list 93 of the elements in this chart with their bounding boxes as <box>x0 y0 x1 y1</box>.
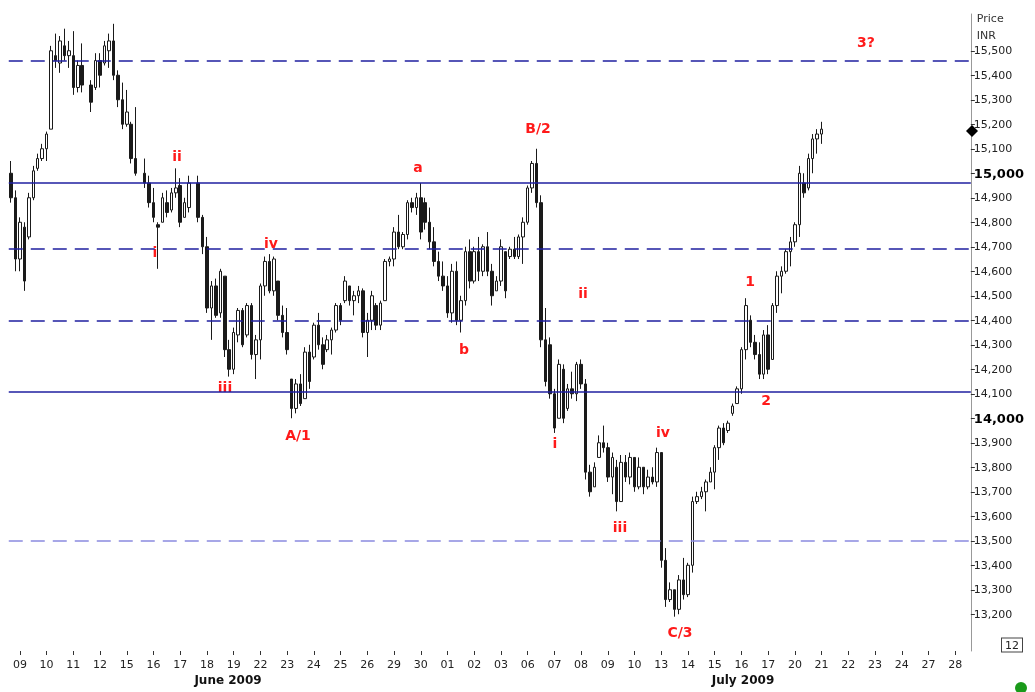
annotation: i <box>152 244 158 260</box>
x-tick-label: 25 <box>333 658 348 671</box>
y-tick-label: 14,000 <box>973 410 1025 426</box>
candlestick <box>731 403 734 417</box>
x-tick-label: 11 <box>66 658 81 671</box>
candlestick <box>383 258 387 302</box>
annotation: ii <box>172 148 182 164</box>
y-axis-title: Price INR <box>976 12 1004 42</box>
x-tick-label: 17 <box>173 658 188 671</box>
candlestick <box>80 42 84 93</box>
y-tick-label: 15,500 <box>973 44 1013 58</box>
y-tick-label: 13,300 <box>973 583 1013 597</box>
y-tick-label: 13,400 <box>973 558 1013 572</box>
candlestick <box>294 378 298 414</box>
text: 12 <box>1005 638 1019 652</box>
x-tick-label: 23 <box>868 658 883 671</box>
text: July 2009 <box>710 673 775 687</box>
x-tick-label: 16 <box>146 658 161 671</box>
y-tick-label: 14,900 <box>973 191 1013 205</box>
y-tick-label: 14,600 <box>973 264 1013 278</box>
x-tick-label: 06 <box>520 658 535 671</box>
y-tick-label: 15,300 <box>973 93 1013 107</box>
x-tick-label: 09 <box>12 658 27 671</box>
y-tick-label: 15,200 <box>973 117 1013 131</box>
x-tick-label: 29 <box>387 658 402 671</box>
y-tick-label: 13,600 <box>973 509 1013 523</box>
annotation: B/2 <box>525 120 551 136</box>
x-tick-label: 20 <box>787 658 802 671</box>
y-tick-label: 14,800 <box>973 215 1013 229</box>
annotation: C/3 <box>667 624 693 640</box>
x-tick-label: 13 <box>654 658 669 671</box>
candlestick <box>343 275 347 304</box>
candlestick <box>370 290 374 331</box>
x-tick-label: 02 <box>467 658 482 671</box>
x-tick-label: 23 <box>280 658 295 671</box>
y-tick-label: 15,000 <box>973 165 1025 181</box>
x-tick-label: 30 <box>413 658 428 671</box>
x-tick-label: 26 <box>360 658 375 671</box>
x-tick-label: 03 <box>493 658 508 671</box>
y-tick-label: 13,200 <box>973 607 1013 621</box>
y-tick-label: 13,500 <box>973 534 1013 548</box>
x-tick-label: 27 <box>921 658 936 671</box>
candlestick <box>419 182 423 240</box>
x-tick-label: 24 <box>894 658 909 671</box>
y-tick-label: 14,300 <box>973 338 1013 352</box>
y-tick-label: 13,900 <box>973 436 1013 450</box>
x-tick-label: 16 <box>734 658 749 671</box>
y-tick-label: 13,800 <box>973 460 1013 474</box>
candlestick <box>637 456 641 490</box>
x-tick-label: 17 <box>761 658 776 671</box>
x-tick-label: 28 <box>948 658 963 671</box>
annotation: iv <box>264 235 278 251</box>
x-tick-label: 22 <box>841 658 856 671</box>
x-tick-label: 09 <box>600 658 615 671</box>
annotation: ii <box>578 285 588 301</box>
candlestick <box>156 221 160 270</box>
y-tick-label: 15,400 <box>973 68 1013 82</box>
annotation: 1 <box>745 273 755 289</box>
annotation: i <box>552 435 558 451</box>
annotation: 2 <box>761 392 771 408</box>
x-tick-label: 24 <box>306 658 321 671</box>
candlestick <box>450 263 454 324</box>
candlestick <box>143 158 146 189</box>
x-tick-label: 19 <box>226 658 241 671</box>
x-tick-label: 07 <box>547 658 562 671</box>
x-tick-label: 12 <box>93 658 108 671</box>
x-tick-label: 08 <box>574 658 589 671</box>
x-tick-label: 01 <box>440 658 455 671</box>
x-tick-label: 15 <box>119 658 134 671</box>
y-tick-label: 14,400 <box>973 313 1013 327</box>
x-tick-label: 14 <box>681 658 695 671</box>
annotation: a <box>413 159 423 175</box>
x-tick-label: 15 <box>707 658 722 671</box>
annotation: iii <box>217 379 233 395</box>
annotation: 3? <box>857 34 875 50</box>
y-tick-label: 14,100 <box>973 387 1013 401</box>
y-tick-label: 13,700 <box>973 485 1013 499</box>
annotation: iii <box>612 519 628 535</box>
x-tick-label: 10 <box>627 658 642 671</box>
x-tick-label: 10 <box>39 658 54 671</box>
annotation: A/1 <box>285 427 311 443</box>
y-tick-label: 14,500 <box>973 289 1013 303</box>
annotation: b <box>458 341 470 357</box>
y-tick-label: 14,700 <box>973 240 1013 254</box>
annotation: iv <box>656 424 670 440</box>
x-tick-label: 18 <box>199 658 214 671</box>
y-tick-label: 15,100 <box>973 142 1013 156</box>
y-tick-label: 14,200 <box>973 362 1013 376</box>
x-tick-label: 21 <box>814 658 829 671</box>
candlestick <box>285 307 289 356</box>
text: June 2009 <box>193 673 262 687</box>
candlestick <box>646 469 650 490</box>
x-tick-label: 22 <box>253 658 268 671</box>
